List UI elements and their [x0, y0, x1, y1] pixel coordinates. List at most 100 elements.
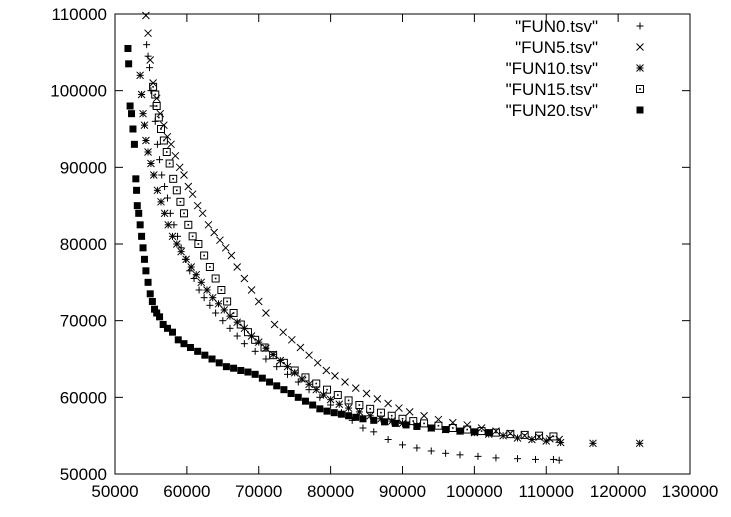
data-point — [290, 366, 299, 375]
data-point — [305, 380, 313, 389]
data-point — [366, 404, 375, 413]
data-point — [477, 427, 486, 436]
data-point — [296, 343, 305, 352]
data-point — [167, 140, 175, 149]
data-point — [124, 45, 132, 52]
data-point — [165, 159, 174, 168]
legend-marker — [636, 64, 644, 72]
data-point — [151, 90, 160, 99]
data-point — [227, 251, 236, 260]
legend-entry-label: "FUN0.tsv" — [515, 17, 598, 36]
data-point — [153, 186, 162, 195]
data-point — [135, 209, 143, 217]
data-point — [244, 368, 252, 376]
x-tick-label: 130000 — [662, 482, 719, 501]
data-point — [427, 424, 435, 432]
data-point — [316, 393, 324, 401]
data-point — [535, 431, 544, 440]
data-point — [370, 428, 378, 436]
data-points — [124, 11, 644, 464]
legend-entry-label: "FUN5.tsv" — [515, 38, 598, 57]
data-point — [223, 297, 232, 306]
data-point — [287, 335, 296, 344]
data-point — [194, 347, 202, 355]
data-point — [280, 386, 288, 394]
data-point — [208, 355, 216, 363]
legend: "FUN0.tsv" "FUN5.tsv" "FUN10.tsv" "FUN15.ts… — [506, 17, 644, 120]
data-point — [230, 364, 238, 372]
data-point — [142, 11, 150, 20]
data-point — [345, 412, 353, 420]
data-point — [254, 297, 263, 306]
data-point — [159, 136, 168, 145]
data-point — [180, 340, 188, 348]
data-point — [146, 290, 154, 298]
data-point — [376, 408, 385, 417]
data-point — [172, 240, 181, 248]
data-point — [184, 220, 193, 229]
data-point — [542, 437, 551, 445]
data-point — [305, 351, 313, 360]
data-point — [130, 140, 138, 148]
data-point — [373, 395, 382, 403]
data-point — [157, 125, 165, 133]
data-point — [133, 202, 141, 210]
data-point — [172, 186, 181, 195]
x-tick-label: 50000 — [91, 482, 138, 501]
data-point — [162, 148, 171, 156]
data-point — [144, 148, 152, 156]
data-point — [144, 29, 152, 38]
data-point — [220, 306, 229, 314]
data-point — [427, 447, 435, 455]
x-tick-label: 90000 — [379, 482, 426, 501]
data-point — [169, 328, 176, 336]
data-point — [269, 351, 278, 360]
data-point — [200, 251, 209, 260]
data-point — [316, 405, 324, 413]
data-point — [474, 452, 482, 460]
data-point — [549, 455, 557, 463]
data-point — [387, 411, 396, 420]
data-point — [589, 439, 597, 448]
data-point — [154, 113, 163, 122]
data-point — [344, 396, 353, 405]
data-point — [148, 298, 156, 305]
data-point — [171, 151, 180, 160]
data-point — [284, 370, 291, 378]
data-point — [147, 159, 155, 168]
data-point — [463, 421, 472, 429]
data-point — [331, 372, 339, 380]
data-point — [200, 294, 208, 302]
data-point — [485, 429, 493, 437]
data-point — [188, 232, 197, 241]
data-point — [456, 427, 464, 435]
data-point — [138, 232, 146, 240]
data-point — [434, 421, 443, 430]
data-point — [549, 432, 558, 441]
data-point — [195, 286, 203, 294]
series-1 — [142, 11, 564, 444]
data-point — [216, 236, 224, 245]
data-point — [203, 286, 211, 294]
legend-entry-label: "FUN10.tsv" — [506, 59, 598, 78]
data-point — [294, 393, 302, 401]
legend-marker — [636, 85, 644, 93]
data-point — [341, 378, 349, 386]
data-point — [312, 379, 321, 388]
data-point — [233, 263, 242, 271]
data-point — [287, 390, 295, 397]
x-tick-label: 110000 — [519, 482, 574, 501]
data-point — [168, 232, 177, 241]
series-2 — [136, 71, 644, 448]
data-point — [251, 370, 259, 378]
data-point — [136, 221, 144, 229]
data-point — [204, 220, 213, 229]
data-point — [163, 194, 171, 202]
data-point — [240, 274, 249, 283]
data-point — [212, 309, 220, 317]
data-point — [555, 456, 563, 464]
y-tick-label: 80000 — [60, 235, 107, 254]
data-point — [370, 416, 378, 424]
legend-marker — [636, 22, 644, 30]
data-point — [398, 414, 407, 423]
